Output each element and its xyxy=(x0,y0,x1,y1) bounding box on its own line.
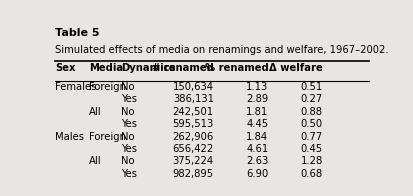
Text: Sex: Sex xyxy=(55,63,75,73)
Text: 262,906: 262,906 xyxy=(172,132,213,142)
Text: 242,501: 242,501 xyxy=(172,107,213,117)
Text: Females: Females xyxy=(55,82,96,92)
Text: 2.63: 2.63 xyxy=(245,156,268,166)
Text: Media: Media xyxy=(88,63,123,73)
Text: Yes: Yes xyxy=(121,169,136,179)
Text: 595,513: 595,513 xyxy=(172,119,213,129)
Text: 0.68: 0.68 xyxy=(300,169,322,179)
Text: Simulated effects of media on renamings and welfare, 1967–2002.: Simulated effects of media on renamings … xyxy=(55,45,388,55)
Text: % renamed: % renamed xyxy=(204,63,268,73)
Text: 0.88: 0.88 xyxy=(300,107,322,117)
Text: Males: Males xyxy=(55,132,84,142)
Text: 0.45: 0.45 xyxy=(300,144,322,154)
Text: 6.90: 6.90 xyxy=(245,169,268,179)
Text: No: No xyxy=(121,156,134,166)
Text: 0.51: 0.51 xyxy=(300,82,322,92)
Text: 386,131: 386,131 xyxy=(172,94,213,104)
Text: Yes: Yes xyxy=(121,144,136,154)
Text: 150,634: 150,634 xyxy=(172,82,213,92)
Text: 1.81: 1.81 xyxy=(245,107,268,117)
Text: 1.13: 1.13 xyxy=(245,82,268,92)
Text: No: No xyxy=(121,132,134,142)
Text: All: All xyxy=(88,156,101,166)
Text: Yes: Yes xyxy=(121,94,136,104)
Text: Foreign: Foreign xyxy=(88,132,125,142)
Text: Δ welfare: Δ welfare xyxy=(268,63,322,73)
Text: 4.45: 4.45 xyxy=(246,119,268,129)
Text: No: No xyxy=(121,82,134,92)
Text: 0.77: 0.77 xyxy=(300,132,322,142)
Text: 1.28: 1.28 xyxy=(300,156,322,166)
Text: 2.89: 2.89 xyxy=(245,94,268,104)
Text: All: All xyxy=(88,107,101,117)
Text: 982,895: 982,895 xyxy=(172,169,213,179)
Text: 0.27: 0.27 xyxy=(300,94,322,104)
Text: 4.61: 4.61 xyxy=(245,144,268,154)
Text: Dynamics: Dynamics xyxy=(121,63,175,73)
Text: Foreign: Foreign xyxy=(88,82,125,92)
Text: Table 5: Table 5 xyxy=(55,28,99,38)
Text: # renamed: # renamed xyxy=(152,63,213,73)
Text: Yes: Yes xyxy=(121,119,136,129)
Text: 1.84: 1.84 xyxy=(246,132,268,142)
Text: 0.50: 0.50 xyxy=(300,119,322,129)
Text: 656,422: 656,422 xyxy=(172,144,213,154)
Text: 375,224: 375,224 xyxy=(172,156,213,166)
Text: No: No xyxy=(121,107,134,117)
